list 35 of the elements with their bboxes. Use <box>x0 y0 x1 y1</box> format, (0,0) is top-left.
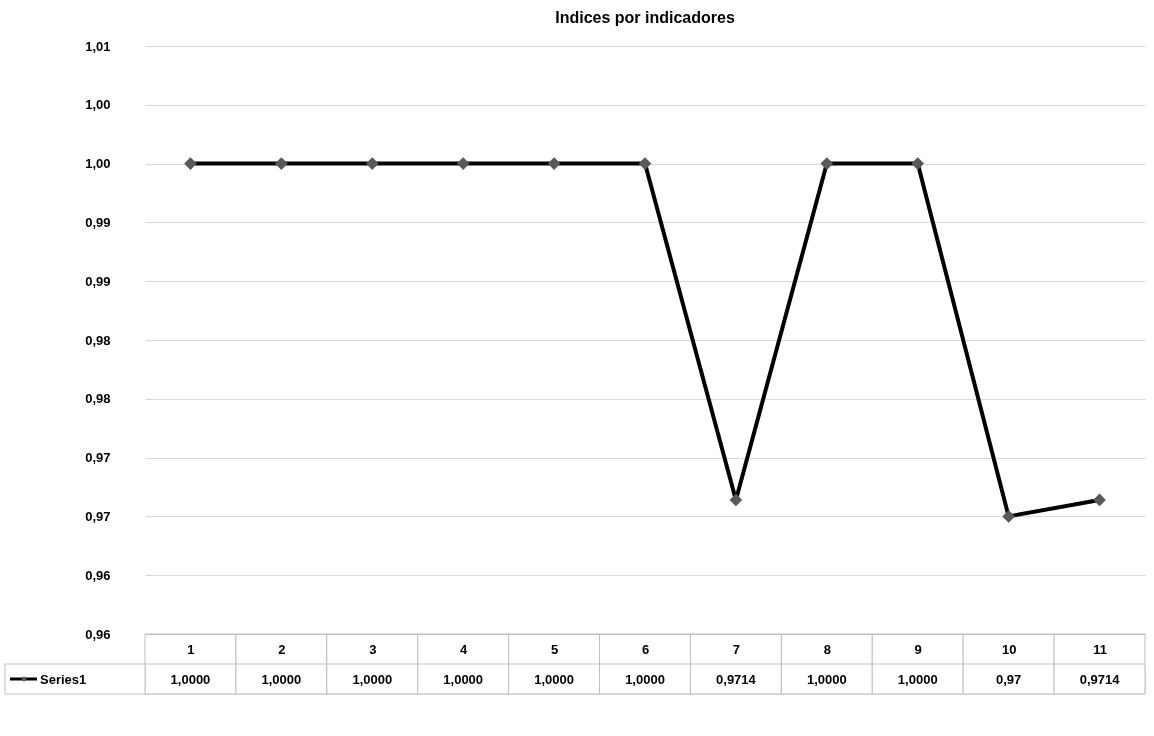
y-tick-label: 0,97 <box>85 450 111 466</box>
x-tick-label: 10 <box>1001 641 1017 657</box>
y-tick-label: 1,00 <box>85 97 111 113</box>
y-tick-label: 1,00 <box>85 156 111 172</box>
data-label: 1,0000 <box>897 672 938 687</box>
x-tick-label: 1 <box>187 641 195 657</box>
x-tick-label: 5 <box>550 641 559 657</box>
x-tick-label: 11 <box>1093 641 1107 657</box>
y-tick-label: 0,97 <box>85 508 111 524</box>
data-label: 1,0000 <box>625 672 665 687</box>
y-tick-label: 1,01 <box>85 38 111 54</box>
data-label: 1,0000 <box>443 672 484 687</box>
y-tick-label: 0,98 <box>85 391 111 407</box>
y-tick-label: 0,99 <box>85 273 111 289</box>
y-tick-label: 0,96 <box>85 567 111 583</box>
data-label: 0,9714 <box>1079 672 1121 687</box>
y-tick-label: 0,96 <box>85 626 111 642</box>
data-label: 1,0000 <box>261 672 302 687</box>
legend-label: Series1 <box>40 672 87 687</box>
x-tick-label: 6 <box>641 641 650 657</box>
data-label: 0,97 <box>995 672 1022 687</box>
data-label: 1,0000 <box>352 672 393 687</box>
data-label: 1,0000 <box>170 672 211 687</box>
data-label: 0,9714 <box>716 672 757 687</box>
x-tick-label: 9 <box>914 641 922 657</box>
x-tick-label: 3 <box>369 641 377 657</box>
chart-title: Indices por indicadores <box>555 9 735 26</box>
x-tick-label: 2 <box>278 641 286 657</box>
x-tick-label: 7 <box>732 641 741 657</box>
x-tick-label: 4 <box>460 641 469 657</box>
y-tick-label: 0,99 <box>85 214 111 230</box>
data-label: 1,0000 <box>534 672 574 687</box>
data-label: 1,0000 <box>806 672 847 687</box>
y-tick-label: 0,98 <box>85 332 111 348</box>
x-tick-label: 8 <box>823 641 831 657</box>
